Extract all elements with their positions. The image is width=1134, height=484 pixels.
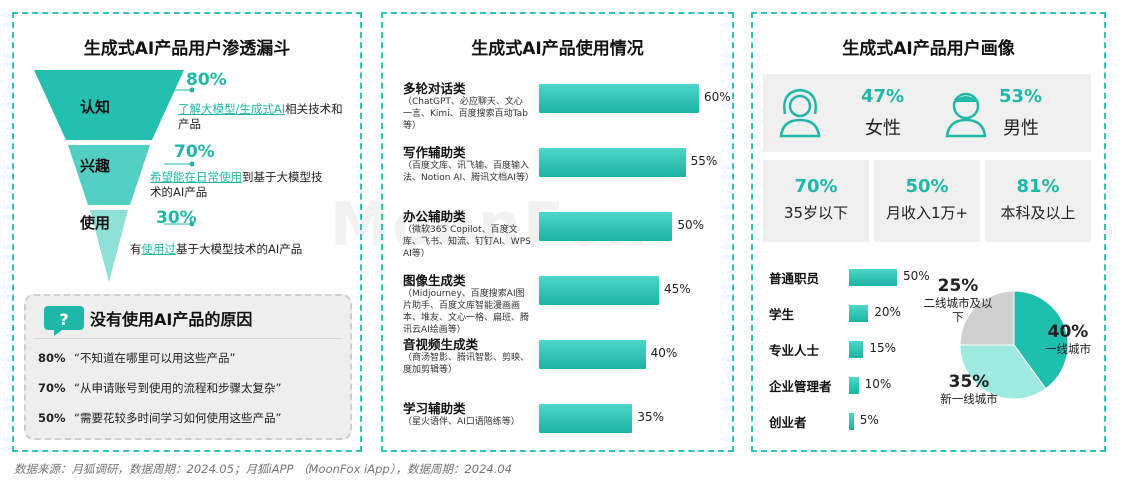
occupation-name: 学生: [769, 307, 795, 322]
usage-bar: [539, 340, 646, 369]
funnel-stage-2: [68, 145, 150, 205]
male-label: 男性: [1003, 118, 1039, 139]
usage-bar: [539, 84, 699, 113]
usage-category-desc: （商汤智影、腾讯智影、剪映、度加剪辑等）: [403, 353, 530, 375]
city-tier-pie-chart: [959, 290, 1069, 400]
funnel-graphic: [34, 70, 184, 282]
reason-row: 70% “从申请账号到使用的流程和步骤太复杂”: [38, 381, 282, 395]
pie-label-name: 二线城市及以下: [923, 296, 993, 324]
funnel-label-awareness: 认知: [80, 98, 111, 116]
gender-box: 47% 女性 53% 男性: [763, 74, 1091, 152]
male-pct: 53%: [999, 86, 1043, 107]
usage-category-name: 音视频生成类: [403, 337, 479, 352]
usage-category-desc: （百度文库、讯飞输、百度输入法、Notion AI、腾讯文档AI等）: [403, 161, 534, 183]
usage-category-name: 图像生成类: [403, 273, 466, 288]
occupation-bar: [849, 305, 869, 322]
female-pct: 47%: [861, 86, 905, 107]
stat-pct: 70%: [794, 176, 838, 197]
question-bubble-icon: ?: [44, 306, 84, 336]
occupation-bar: [849, 377, 859, 394]
stat-box-income: 50% 月收入1万+: [874, 160, 980, 242]
funnel-stage-3: [90, 210, 128, 282]
usage-bar: [539, 148, 686, 177]
funnel-pct-interest: 70%: [174, 142, 215, 162]
female-user-icon: [779, 88, 821, 138]
occupation-name: 专业人士: [769, 343, 820, 358]
usage-bar-value: 40%: [650, 346, 678, 360]
usage-bar-value: 55%: [690, 154, 718, 168]
usage-category-name: 写作辅助类: [403, 145, 466, 160]
usage-bar: [539, 212, 673, 241]
occupation-bar: [849, 269, 897, 286]
reason-row: 80% “不知道在哪里可以用这些产品”: [38, 351, 236, 365]
usage-bar-value: 60%: [704, 90, 731, 104]
stat-pct: 50%: [905, 176, 949, 197]
svg-text:?: ?: [59, 310, 68, 329]
funnel-pct-usage: 30%: [156, 208, 197, 228]
occupation-value: 10%: [864, 377, 892, 391]
funnel-desc-awareness: 了解大模型/生成式AI相关技术和产品: [178, 102, 343, 131]
usage-bar: [539, 404, 633, 433]
stat-box-age: 70% 35岁以下: [763, 160, 869, 242]
stat-label: 本科及以上: [1000, 204, 1076, 222]
usage-bar: [539, 276, 659, 305]
usage-bar-value: 50%: [677, 218, 704, 232]
funnel-label-interest: 兴趣: [80, 157, 111, 175]
usage-category-desc: （Midjourney、百度搜索AI图片助手、百度文库智能漫画画本、堆友、文心一…: [403, 289, 530, 335]
usage-category-name: 办公辅助类: [403, 209, 466, 224]
pie-label-pct: 35%: [948, 372, 990, 392]
pie-label: 40% 一线城市: [1033, 322, 1103, 356]
occupation-value: 50%: [903, 269, 930, 283]
occupation-value: 5%: [859, 413, 879, 427]
occupation-name: 创业者: [769, 415, 807, 430]
occupation-value: 20%: [874, 305, 901, 319]
usage-category-desc: （星火语伴、AI口语陪练等）: [403, 417, 520, 427]
pie-label-name: 新一线城市: [940, 392, 998, 406]
pie-label-pct: 40%: [1047, 322, 1089, 342]
funnel-desc-usage: 有使用过基于大模型技术的AI产品: [130, 242, 303, 256]
usage-category-desc: （微软365 Copilot、百度文库、飞书、知流、钉钉AI、WPS AI等）: [403, 225, 531, 259]
occupation-value: 15%: [869, 341, 897, 355]
reasons-title: 没有使用AI产品的原因: [90, 310, 253, 329]
male-user-icon: [945, 92, 987, 138]
reason-row: 50% “需要花较多时间学习如何使用这些产品”: [38, 411, 282, 425]
stat-pct: 81%: [1016, 176, 1060, 197]
pie-label: 35% 新一线城市: [929, 372, 1009, 406]
occupation-name: 企业管理者: [769, 379, 832, 394]
stat-label: 35岁以下: [783, 204, 849, 222]
pie-label: 25% 二线城市及以下: [923, 276, 993, 324]
funnel-title: 生成式AI产品用户渗透漏斗: [83, 39, 291, 59]
funnel-panel: 生成式AI产品用户渗透漏斗 认知 兴趣 使用 80% 了解大模型/生成式AI相关…: [12, 12, 362, 452]
pie-label-pct: 25%: [937, 276, 979, 296]
usage-bar-value: 45%: [664, 282, 691, 296]
female-label: 女性: [865, 118, 901, 139]
pie-slice: [959, 344, 1047, 400]
occupation-bar: [849, 341, 864, 358]
reasons-divider: [34, 338, 342, 339]
stat-box-education: 81% 本科及以上: [985, 160, 1091, 242]
data-source-footer: 数据来源：月狐调研，数据周期：2024.05；月狐iAPP （MoonFox i…: [14, 462, 513, 476]
usage-category-desc: （ChatGPT、必应聊天、文心一言、Kimi、百度搜索百动Tab等）: [403, 97, 528, 131]
pie-label-name: 一线城市: [1045, 342, 1091, 356]
usage-title: 生成式AI产品使用情况: [471, 39, 644, 59]
usage-category-name: 学习辅助类: [403, 401, 466, 416]
occupation-bar: [849, 413, 854, 430]
funnel-label-usage: 使用: [80, 214, 111, 232]
funnel-connectors: [164, 87, 194, 227]
pie-slice: [959, 290, 1015, 346]
reasons-box: ? 没有使用AI产品的原因 80% “不知道在哪里可以用这些产品” 70% “从申请…: [24, 294, 352, 440]
profile-panel: 生成式AI产品用户画像 47% 女性 53% 男性 70% 35岁以下 50% …: [751, 12, 1106, 452]
funnel-desc-interest: 希望能在日常使用到基于大模型技术的AI产品: [150, 170, 323, 199]
pie-slice: [1013, 290, 1069, 390]
usage-category-name: 多轮对话类: [403, 81, 466, 96]
funnel-stage-1: [34, 70, 184, 140]
usage-panel: 生成式AI产品使用情况 多轮对话类 （ChatGPT、必应聊天、文心一言、Kimi…: [381, 12, 734, 452]
funnel-pct-awareness: 80%: [186, 70, 227, 90]
stat-label: 月收入1万+: [885, 204, 969, 222]
usage-bar-value: 35%: [637, 410, 664, 424]
occupation-name: 普通职员: [769, 271, 820, 286]
profile-title: 生成式AI产品用户画像: [842, 39, 1015, 59]
